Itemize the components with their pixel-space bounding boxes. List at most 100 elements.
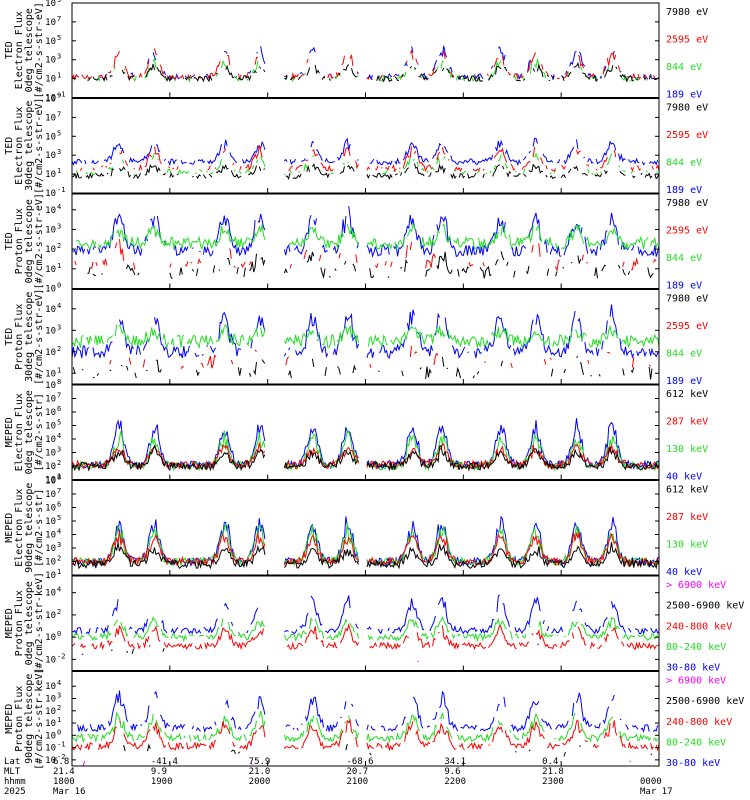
panel-1-legend-3: 844 eV xyxy=(666,62,702,73)
panel-6-series-40-kev xyxy=(71,515,660,567)
panel-7-series-30-80-kev xyxy=(71,594,660,636)
time-tick-1-hhmm: 1900 xyxy=(151,777,173,787)
time-tick-6-date: Mar 17 xyxy=(640,787,673,797)
panel-3-ytick-exp-3: 3 xyxy=(57,222,61,230)
panel-3-ylabel-line-4: [#/cm2-s-str-eV] xyxy=(34,193,45,289)
panel-8-legend-3: 240-800 keV xyxy=(666,717,732,728)
panel-4-series-844-ev xyxy=(71,324,660,349)
panel-7-ytick-exp-3: 4 xyxy=(57,586,61,594)
panel-2-ylabel-line-3: 30deg telescope xyxy=(24,101,35,191)
panel-3-ytick-label-1: 10 xyxy=(45,265,56,275)
panel-5-legend-2: 287 keV xyxy=(666,417,708,428)
panel-7-series-80-240-kev xyxy=(71,616,659,643)
panel-8-ylabel-line-4: [#/cm2-s-str-keV] xyxy=(34,668,45,770)
panel-8-legend-5: 30-80 keV xyxy=(666,758,720,769)
panel-2-ylabel-line-4: [#/cm2-s-str-eV] xyxy=(34,98,45,194)
row-label-hhmm: hhmm xyxy=(4,777,26,787)
panel-8-legend-2: 2500-6900 keV xyxy=(666,696,744,707)
panel-2-series-189-ev xyxy=(71,137,659,167)
panel-8-series-30-80-kev xyxy=(77,690,659,734)
panel-2-ytick-exp-2: 5 xyxy=(57,129,61,137)
panel-4-ytick-label-1: 10 xyxy=(45,348,56,358)
panel-6-series-612-kev xyxy=(72,542,660,570)
panel-6-ytick-exp-1: 2 xyxy=(57,555,61,563)
panel-5-ylabel-line-2: Electron Flux xyxy=(14,393,25,471)
panel-2-ytick-label-2: 10 xyxy=(45,132,56,142)
panel-8-ytick-exp-0: -2 xyxy=(57,753,65,761)
panel-3-ytick-exp-1: 1 xyxy=(57,262,61,270)
panel-3-frame xyxy=(71,193,660,289)
panel-3-series-2595-ev xyxy=(75,239,659,270)
panel-6-legend-1: 612 keV xyxy=(666,485,708,496)
panel-5-ytick-exp-2: 3 xyxy=(57,446,61,454)
panel-6-ytick-label-5: 10 xyxy=(45,504,56,514)
panel-1-ytick-label-1: 10 xyxy=(45,56,56,66)
panel-7-ytick-exp-0: -2 xyxy=(57,652,65,660)
time-tick-1-lat: -41.4 xyxy=(151,757,178,767)
panel-6-ytick-label-3: 10 xyxy=(45,531,56,541)
panel-7-ylabel-line-3: 0deg telescope xyxy=(24,581,35,665)
panel-5-ytick-exp-6: 7 xyxy=(57,392,61,400)
panel-3-ylabel-line-1: TED xyxy=(4,232,15,250)
panel-8-ylabel-line-2: Proton Flux xyxy=(14,686,25,752)
panel-5-ytick-label-5: 10 xyxy=(45,408,56,418)
panel-6-ytick-label-0: 10 xyxy=(45,571,56,581)
panel-5-series-612-kev xyxy=(71,444,660,472)
panel-2-series-7980-ev xyxy=(71,163,660,181)
panel-6-series-287-kev xyxy=(71,529,660,568)
panel-2-ytick-exp-0: 1 xyxy=(57,167,61,175)
panel-5-series-130-kev xyxy=(71,429,660,472)
panel-7-ytick-label-3: 10 xyxy=(45,589,56,599)
panel-2-frame xyxy=(71,98,660,194)
panel-4-legend-3: 844 eV xyxy=(666,349,702,360)
panel-2-ytick-label-4: 10 xyxy=(45,95,56,105)
panel-4-ylabel-line-3: 30deg telescope xyxy=(24,292,35,382)
panel-8-legend-4: 80-240 keV xyxy=(666,737,726,748)
panel-8-ytick-label-0: 10 xyxy=(45,756,56,766)
panel-5-frame xyxy=(71,384,660,480)
panel-7-ytick-label-0: 10 xyxy=(45,655,56,665)
panel-8-ytick-label-5: 10 xyxy=(45,695,56,705)
panel-3-ytick-label-2: 10 xyxy=(45,245,56,255)
time-tick-0-date: Mar 16 xyxy=(53,787,86,797)
panel-5-ytick-label-1: 10 xyxy=(45,462,56,472)
panel-1-legend-2: 2595 eV xyxy=(666,35,708,46)
panel-8-series-80-240-kev xyxy=(71,710,659,744)
panel-4-ylabel-line-1: TED xyxy=(4,328,15,346)
panel-3-legend-1: 7980 eV xyxy=(666,198,708,209)
panel-8-frame xyxy=(71,671,660,767)
panel-5-ytick-exp-7: 8 xyxy=(57,378,61,386)
panel-5-ytick-label-0: 10 xyxy=(45,476,56,486)
panel-3-legend-3: 844 eV xyxy=(666,253,702,264)
panel-8-ytick-exp-5: 3 xyxy=(57,692,61,700)
panel-8-ytick-label-3: 10 xyxy=(45,719,56,729)
panel-8-ytick-exp-1: -1 xyxy=(57,741,65,749)
panel-7-legend-5: 30-80 keV xyxy=(666,663,720,674)
panel-6-legend-2: 287 keV xyxy=(666,512,708,523)
panel-7-ytick-exp-2: 2 xyxy=(57,608,61,616)
panel-5-ytick-label-7: 10 xyxy=(45,381,56,391)
panel-2-ytick-label-1: 10 xyxy=(45,151,56,161)
time-tick-0-lat: 6.8 xyxy=(53,757,69,767)
panel-4-legend-1: 7980 eV xyxy=(666,294,708,305)
panel-5-ytick-label-6: 10 xyxy=(45,395,56,405)
panel-8-ytick-label-4: 10 xyxy=(45,707,56,717)
panel-8-ytick-label-6: 10 xyxy=(45,682,56,692)
panel-1-ylabel-line-3: 0deg telescope xyxy=(24,8,35,92)
panel-3-ytick-exp-2: 2 xyxy=(57,242,61,250)
panel-7-ylabel-line-4: [#/cm2-s-str-keV] xyxy=(34,572,45,674)
panel-8-ytick-exp-4: 2 xyxy=(57,704,61,712)
panel-1-series-7980-ev xyxy=(87,62,658,83)
panel-4-series-7980-ev xyxy=(73,356,656,379)
panel-8-legend-1: > 6900 keV xyxy=(666,676,726,687)
panel-2-ytick-label-5: 10 xyxy=(45,189,56,199)
time-tick-1-mlt: 9.9 xyxy=(151,767,167,777)
panel-2-ytick-label-3: 10 xyxy=(45,113,56,123)
panel-1-ytick-label-4: 10 xyxy=(45,0,56,9)
